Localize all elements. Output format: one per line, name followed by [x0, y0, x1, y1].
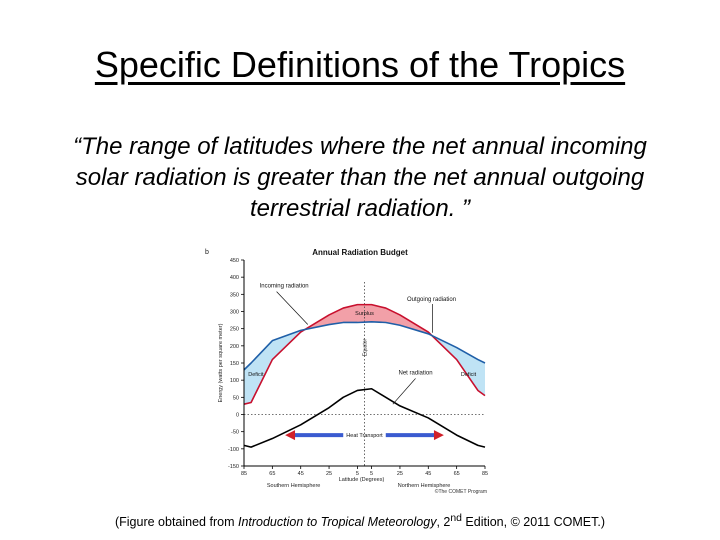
- quote-line-1: “The range of latitudes where the net an…: [73, 133, 647, 160]
- x-tick-label: 65: [269, 471, 275, 477]
- equator-annotation: Equator: [363, 338, 369, 356]
- x-tick-label: 5: [370, 471, 373, 477]
- deficit-north-annotation: Deficit: [461, 372, 477, 378]
- quote-line-3: terrestrial radiation. ”: [249, 195, 471, 222]
- radiation-budget-chart: 450400350300250200150100500-50-100-15085…: [205, 248, 488, 495]
- caption-middle: , 2: [436, 515, 451, 530]
- deficit-area-north: [431, 335, 485, 396]
- southern-hemisphere-label: Southern Hemisphere: [267, 483, 321, 489]
- x-tick-label: 25: [326, 471, 332, 477]
- heat-transport-arrow-right-head: [433, 430, 444, 441]
- y-tick-label: 250: [230, 327, 239, 333]
- outgoing-radiation-line: [243, 321, 486, 371]
- quote-line-2: solar radiation is greater than the net …: [75, 164, 645, 191]
- x-tick-label: 65: [454, 471, 460, 477]
- y-tick-label: -50: [231, 430, 239, 436]
- y-tick-label: 0: [236, 413, 239, 419]
- y-tick-label: -100: [228, 447, 239, 453]
- heat-transport-annotation: Heat Transport: [346, 433, 383, 439]
- y-tick-label: 100: [230, 378, 239, 384]
- caption-superscript: nd: [450, 513, 462, 524]
- x-tick-label: 5: [356, 471, 359, 477]
- definition-quote: “The range of latitudes where the net an…: [30, 131, 690, 224]
- panel-label: b: [205, 249, 209, 256]
- x-tick-label: 85: [482, 471, 488, 477]
- x-tick-label: 45: [425, 471, 431, 477]
- net-radiation-annotation: Net radiation: [399, 370, 433, 376]
- radiation-budget-figure: 450 400 350 300 250 200 150 100 50 0 -50 -100 -150 85…: [200, 240, 500, 500]
- net-pointer: [392, 378, 416, 405]
- surplus-area: [305, 304, 432, 336]
- y-tick-label: 400: [230, 275, 239, 281]
- y-tick-label: 150: [230, 361, 239, 367]
- chart-title: Annual Radiation Budget: [312, 248, 408, 257]
- heat-transport-arrow-left-head: [285, 430, 296, 441]
- incoming-radiation-line: [243, 303, 486, 405]
- y-tick-label: 200: [230, 344, 239, 350]
- x-tick-label: 85: [241, 471, 247, 477]
- y-tick-label: 300: [230, 310, 239, 316]
- y-axis-label: Energy (watts per square meter): [218, 323, 224, 402]
- incoming-radiation-annotation: Incoming radiation: [260, 283, 309, 289]
- x-tick-label: 25: [397, 471, 403, 477]
- y-tick-label: 450: [230, 258, 239, 264]
- figure-caption: (Figure obtained from Introduction to Tr…: [0, 513, 720, 529]
- incoming-pointer: [276, 291, 309, 325]
- outgoing-radiation-annotation: Outgoing radiation: [407, 297, 456, 303]
- net-radiation-line: [243, 387, 486, 448]
- caption-book-title: Introduction to Tropical Meteorology: [237, 515, 437, 530]
- northern-hemisphere-label: Northern Hemisphere: [398, 483, 451, 489]
- caption-suffix: Edition, © 2011 COMET.): [461, 515, 605, 530]
- y-tick-label: 50: [233, 395, 239, 401]
- surplus-annotation: Surplus: [355, 311, 374, 317]
- slide-title: Specific Definitions of the Tropics: [94, 44, 626, 85]
- y-tick-label: -150: [228, 464, 239, 470]
- x-axis-label: Latitude (Degrees): [339, 477, 385, 483]
- caption-prefix: (Figure obtained from: [114, 515, 238, 530]
- x-tick-label: 45: [298, 471, 304, 477]
- y-tick-label: 350: [230, 292, 239, 298]
- deficit-south-annotation: Deficit: [248, 372, 264, 378]
- credit-label: ©The COMET Program: [435, 488, 487, 495]
